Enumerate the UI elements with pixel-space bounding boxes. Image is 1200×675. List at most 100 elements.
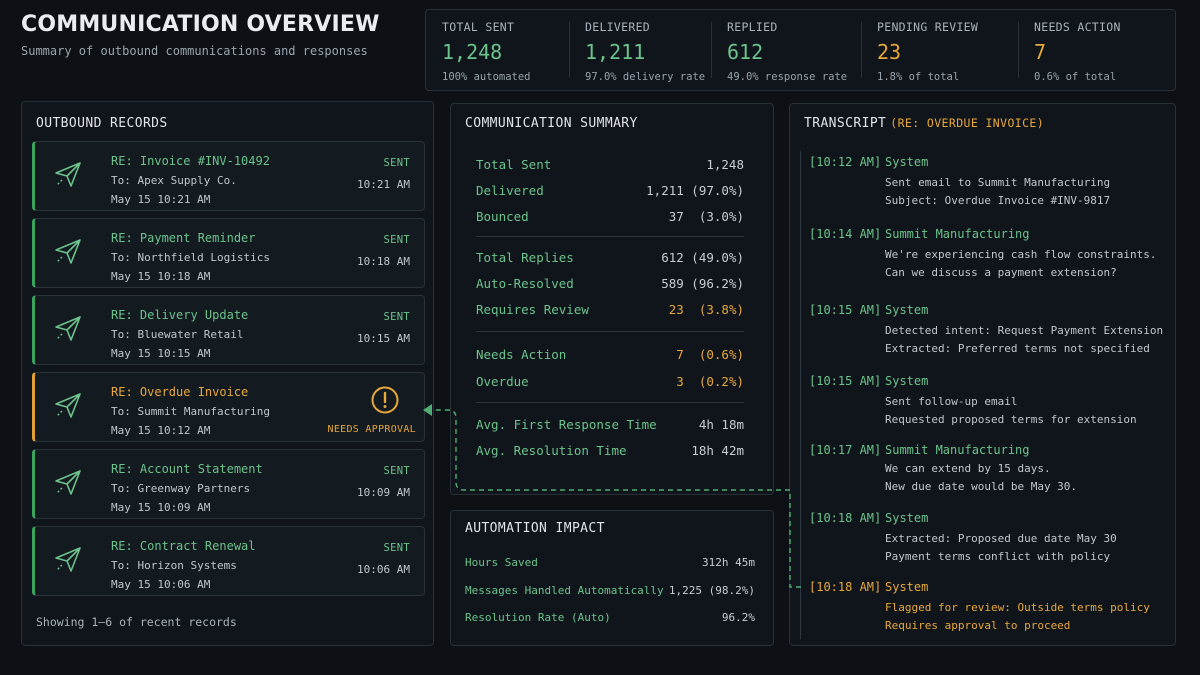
page-title: COMMUNICATION OVERVIEW <box>21 12 380 37</box>
summary-row: Avg. Resolution Time 18h 42m <box>476 443 744 458</box>
stat-pending-review: PENDING REVIEW 23 1.8% of total <box>861 10 1018 90</box>
transcript-title: TRANSCRIPT <box>804 116 887 131</box>
panel-title: TRANSCRIPT (RE: OVERDUE INVOICE) <box>804 116 1044 131</box>
outbound-records-panel: OUTBOUND RECORDS RE: Invoice #INV-10492 … <box>21 101 434 646</box>
record-title: RE: Invoice #INV-10492 <box>111 154 270 168</box>
message-sender: Summit Manufacturing <box>885 227 1030 241</box>
divider <box>476 331 744 332</box>
message-time: [10:12 AM] <box>809 155 882 169</box>
stats-bar: TOTAL SENT 1,248 100% automated DELIVERE… <box>425 9 1176 91</box>
stat-sub: 0.6% of total <box>1034 71 1117 83</box>
message-line: Extracted: Proposed due date May 30 <box>885 532 1117 545</box>
message-time: [10:17 AM] <box>809 443 882 457</box>
stat-value: 1,248 <box>442 40 503 64</box>
record-recipient: To: Summit Manufacturing <box>111 405 270 418</box>
send-icon <box>55 316 81 341</box>
summary-label: Avg. Resolution Time <box>476 443 627 458</box>
record-card[interactable]: RE: Invoice #INV-10492 To: Apex Supply C… <box>32 141 425 211</box>
timeline-rail <box>800 151 801 639</box>
message-line: Requested proposed terms for extension <box>885 413 1137 426</box>
transcript-subject: (RE: OVERDUE INVOICE) <box>890 116 1045 130</box>
message-line: Requires approval to proceed <box>885 619 1071 632</box>
record-recipient: To: Horizon Systems <box>111 559 237 572</box>
summary-label: Requires Review <box>476 302 589 317</box>
stat-sub: 1.8% of total <box>877 71 960 83</box>
summary-value: 1,211 (97.0%) <box>646 183 744 198</box>
record-card[interactable]: RE: Delivery Update To: Bluewater Retail… <box>32 295 425 365</box>
record-recipient: To: Northfield Logistics <box>111 251 270 264</box>
message-line: Extracted: Preferred terms not specified <box>885 342 1150 355</box>
divider <box>476 236 744 237</box>
record-card[interactable]: RE: Contract Renewal To: Horizon Systems… <box>32 526 425 596</box>
automation-row: Resolution Rate (Auto) 96.2% <box>465 611 755 624</box>
send-icon <box>55 162 81 187</box>
record-card[interactable]: RE: Account Statement To: Greenway Partn… <box>32 449 425 519</box>
panel-title: COMMUNICATION SUMMARY <box>465 116 638 131</box>
page-subtitle: Summary of outbound communications and r… <box>21 44 368 58</box>
record-date: May 15 10:18 AM <box>111 270 211 283</box>
record-date: May 15 10:09 AM <box>111 501 211 514</box>
summary-row: Avg. First Response Time 4h 18m <box>476 417 744 432</box>
message-sender: System <box>885 580 929 594</box>
stat-needs-action: NEEDS ACTION 7 0.6% of total <box>1018 10 1175 90</box>
summary-row: Total Sent 1,248 <box>476 157 744 172</box>
summary-row: Total Replies 612 (49.0%) <box>476 250 744 265</box>
panel-title: OUTBOUND RECORDS <box>36 116 168 131</box>
message-line: Payment terms conflict with policy <box>885 550 1111 563</box>
summary-value: 612 (49.0%) <box>661 250 744 265</box>
stat-value: 612 <box>727 40 764 64</box>
message-line: New due date would be May 30. <box>885 480 1078 493</box>
record-date: May 15 10:06 AM <box>111 578 211 591</box>
record-date: May 15 10:21 AM <box>111 193 211 206</box>
message-line: Flagged for review: Outside terms policy <box>885 601 1150 614</box>
send-icon <box>55 239 81 264</box>
stat-delivered: DELIVERED 1,211 97.0% delivery rate <box>569 10 711 90</box>
record-recipient: To: Greenway Partners <box>111 482 251 495</box>
divider <box>476 402 744 403</box>
stat-value: 7 <box>1034 40 1047 64</box>
message-sender: System <box>885 511 929 525</box>
warning-icon <box>371 386 399 414</box>
summary-value: 23 (3.8%) <box>668 302 744 317</box>
record-time: 10:09 AM <box>357 486 410 499</box>
record-card[interactable]: RE: Payment Reminder To: Northfield Logi… <box>32 218 425 288</box>
summary-row: Overdue 3 (0.2%) <box>476 374 744 389</box>
record-time: 10:18 AM <box>357 255 410 268</box>
summary-value: 589 (96.2%) <box>661 276 744 291</box>
summary-label: Delivered <box>476 183 544 198</box>
record-date: May 15 10:15 AM <box>111 347 211 360</box>
record-date: May 15 10:12 AM <box>111 424 211 437</box>
record-card-needs-approval[interactable]: RE: Overdue Invoice To: Summit Manufactu… <box>32 372 425 442</box>
message-sender: System <box>885 374 929 388</box>
record-time: 10:21 AM <box>357 178 410 191</box>
summary-label: Overdue <box>476 374 529 389</box>
stat-value: 23 <box>877 40 902 64</box>
send-icon <box>55 547 81 572</box>
transcript-panel[interactable]: TRANSCRIPT (RE: OVERDUE INVOICE) [10:12 A… <box>789 103 1176 646</box>
summary-label: Avg. First Response Time <box>476 417 657 432</box>
record-title: RE: Delivery Update <box>111 308 249 322</box>
stat-sub: 49.0% response rate <box>727 71 848 83</box>
communication-summary-panel: COMMUNICATION SUMMARY Total Sent 1,248 De… <box>450 103 774 495</box>
automation-label: Hours Saved <box>465 556 538 569</box>
record-recipient: To: Bluewater Retail <box>111 328 244 341</box>
summary-value: 4h 18m <box>698 417 744 432</box>
automation-label: Resolution Rate (Auto) <box>465 611 611 624</box>
stat-label: REPLIED <box>727 20 778 34</box>
message-line: We can extend by 15 days. <box>885 462 1051 475</box>
send-icon <box>55 393 81 418</box>
summary-value: 1,248 <box>706 157 744 172</box>
status-badge: NEEDS APPROVAL <box>327 424 416 435</box>
stat-label: NEEDS ACTION <box>1034 20 1121 34</box>
summary-label: Bounced <box>476 209 529 224</box>
summary-value: 18h 42m <box>691 443 744 458</box>
record-title: RE: Account Statement <box>111 462 263 476</box>
status-badge: SENT <box>383 311 410 323</box>
status-badge: SENT <box>383 234 410 246</box>
message-line: Can we discuss a payment extension? <box>885 266 1117 279</box>
stat-total-sent: TOTAL SENT 1,248 100% automated <box>426 10 569 90</box>
summary-label: Auto-Resolved <box>476 276 574 291</box>
summary-label: Total Sent <box>476 157 552 172</box>
automation-label: Messages Handled Automatically <box>465 584 664 597</box>
stat-replied: REPLIED 612 49.0% response rate <box>711 10 861 90</box>
